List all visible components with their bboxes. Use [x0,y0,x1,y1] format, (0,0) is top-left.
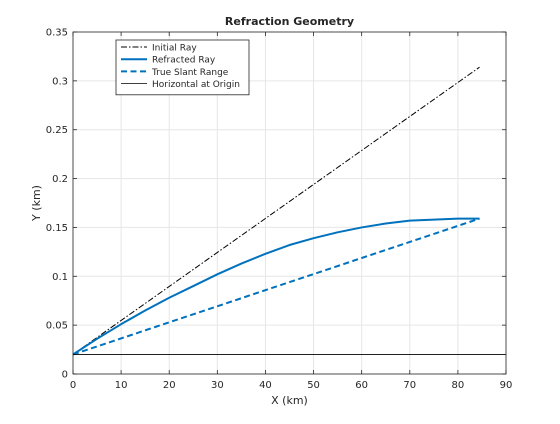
x-tick-label: 20 [163,380,176,391]
chart-title: Refraction Geometry [225,15,354,28]
legend-label: Initial Ray [152,44,197,54]
y-tick-label: 0.35 [46,28,68,39]
legend: Initial Ray Refracted Ray True Slant Range… [115,39,250,96]
y-tick-label: 0.25 [46,125,68,136]
x-tick-label: 60 [355,380,368,391]
x-tick-label: 70 [403,380,416,391]
axes [72,31,507,375]
legend-label: True Slant Range [151,68,229,78]
y-tick-label: 0.05 [46,321,68,332]
x-tick-label: 0 [70,380,76,391]
legend-box [115,39,250,96]
y-tick-label: 0 [62,370,68,381]
x-tick-label: 10 [115,380,128,391]
series-line-initial-ray [72,66,480,355]
x-tick-label: 40 [259,380,272,391]
y-tick-label: 0.2 [52,174,68,185]
x-tick-label: 30 [211,380,224,391]
axes-box [72,31,507,375]
y-tick-label: 0.1 [52,272,68,283]
x-tick-label: 80 [452,380,465,391]
x-axis-label: X (km) [271,394,308,407]
y-tick-label: 0.15 [46,223,68,234]
x-tick-label: 50 [307,380,320,391]
tick-labels: 0 10 20 30 40 50 60 70 80 90 0 0.05 0.1 0.15 0.2 0.25 0.… [46,28,513,392]
legend-label: Refracted Ray [152,56,216,66]
series-line-refracted-ray [72,217,480,356]
plot-series [72,66,506,356]
legend-label: Horizontal at Origin [152,80,240,90]
x-tick-label: 90 [500,380,513,391]
y-axis-label: Y (km) [30,185,43,222]
series-line-true-slant-range [72,217,480,356]
y-tick-label: 0.3 [52,76,68,87]
